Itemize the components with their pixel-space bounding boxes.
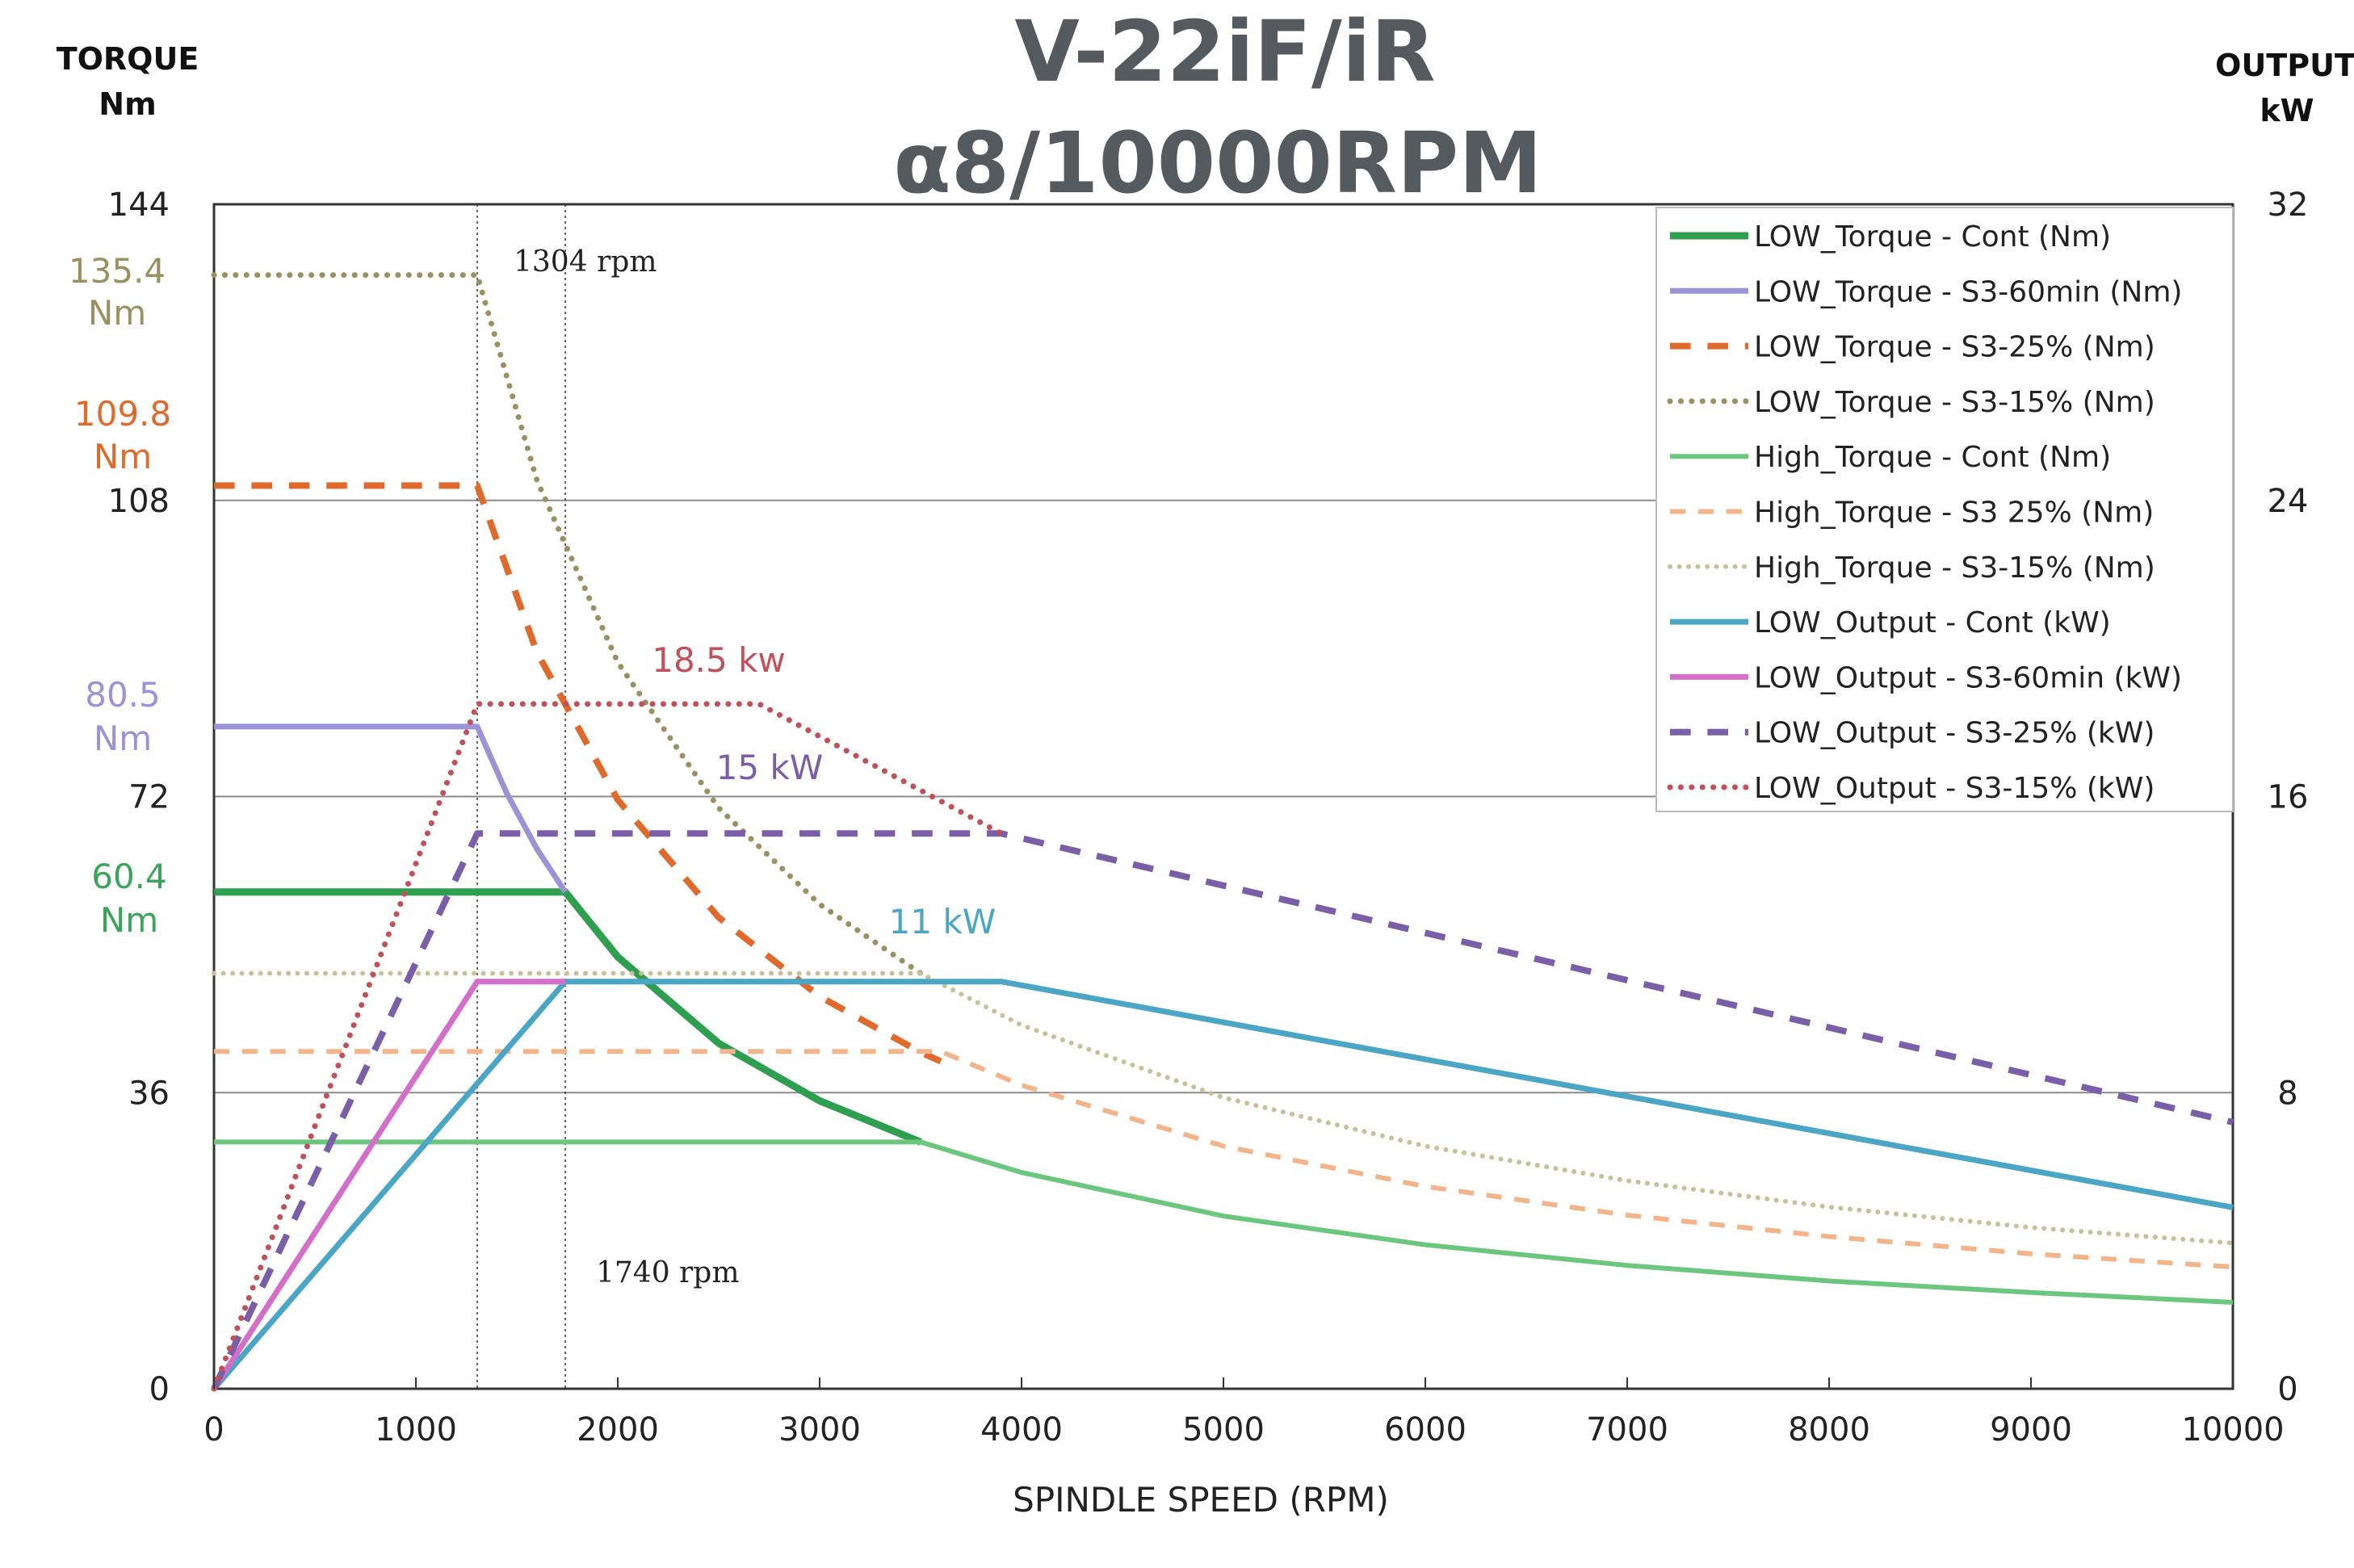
legend-label: LOW_Output - Cont (kW) [1754,606,2111,639]
annotation-60-4-unit: Nm [100,900,158,940]
legend-item-low-output-s3-15-kw: LOW_Output - S3-15% (kW) [1667,772,2155,805]
legend-item-high-torque-s3-25-nm: High_Torque - S3 25% (Nm) [1670,497,2154,530]
x-tick-10000: 10000 [2181,1411,2284,1449]
x-tick-6000: 6000 [1384,1411,1467,1449]
right-tick-16: 16 [2268,779,2309,816]
left-tick-36: 36 [128,1075,170,1112]
legend-item-low-output-cont-kw: LOW_Output - Cont (kW) [1670,606,2111,639]
x-tick-8000: 8000 [1788,1411,1870,1449]
annotation-60-4-value: 60.4 [91,857,167,896]
chart-title-line2: α8/10000RPM [893,114,1542,212]
legend-item-low-torque-cont-nm: LOW_Torque - Cont (Nm) [1670,220,2111,254]
series-low-torque-s3-60min-nm [214,723,568,894]
right-tick-32: 32 [2268,187,2309,224]
legend-item-high-torque-s3-15-nm: High_Torque - S3-15% (Nm) [1668,551,2155,585]
annotation-135-4-value: 135.4 [69,251,166,291]
annotation-135-4-unit: Nm [88,293,146,333]
left-axis-label-line1: TORQUE [57,41,199,77]
left-tick-108: 108 [108,483,170,520]
x-tick-2000: 2000 [577,1411,659,1449]
right-tick-24: 24 [2268,483,2309,520]
marker-label-1304-rpm: 1304 rpm [514,245,657,279]
right-axis-label-line1: OUTPUT [2215,48,2354,83]
legend-label: LOW_Torque - S3-15% (Nm) [1754,386,2155,419]
legend-label: LOW_Output - S3-25% (kW) [1754,717,2155,750]
x-tick-0: 0 [204,1411,224,1449]
series-high-torque-cont-nm [214,1139,2234,1305]
legend-box [1655,207,2234,812]
left-tick-144: 144 [108,187,170,224]
chart-title-line1: V-22iF/iR [1014,2,1435,101]
x-tick-1000: 1000 [375,1411,457,1449]
marker-label-1740-rpm: 1740 rpm [596,1256,739,1289]
right-axis-ticks: 0 8 16 24 32 [2268,187,2309,1408]
x-tick-7000: 7000 [1586,1411,1668,1449]
series-low-torque-cont-nm [214,888,922,1146]
annotation-109-8-value: 109.8 [74,394,171,434]
series-low-torque-s3-25-nm [214,482,942,1065]
series-lines [211,272,2235,1392]
legend-item-low-output-s3-60min-kw: LOW_Output - S3-60min (kW) [1670,661,2182,694]
legend-label: LOW_Output - S3-15% (kW) [1754,772,2155,805]
right-tick-8: 8 [2277,1075,2297,1112]
left-tick-72: 72 [128,779,170,816]
left-axis-ticks: 0 36 72 108 144 [108,187,170,1408]
annotation-18-5-kw: 18.5 kw [652,640,786,680]
chart-legend: LOW_Torque - Cont (Nm) LOW_Torque - S3-60… [1655,207,2234,812]
x-tick-9000: 9000 [1990,1411,2072,1449]
x-tick-4000: 4000 [980,1411,1063,1449]
annotation-80-5-value: 80.5 [85,675,161,715]
legend-item-high-torque-cont-nm: High_Torque - Cont (Nm) [1670,441,2111,474]
legend-label: High_Torque - S3-15% (Nm) [1754,551,2155,585]
legend-item-low-output-s3-25-kw: LOW_Output - S3-25% (kW) [1670,717,2155,750]
x-axis-label: SPINDLE SPEED (RPM) [1013,1480,1389,1520]
series-low-output-s3-25-kw [211,830,2234,1390]
legend-label: LOW_Torque - S3-60min (Nm) [1754,275,2182,308]
legend-item-low-torque-s3-60min-nm: LOW_Torque - S3-60min (Nm) [1670,275,2182,308]
right-tick-0: 0 [2277,1371,2297,1408]
annotation-80-5-unit: Nm [94,719,152,758]
series-low-output-s3-15-kw [211,701,1005,1392]
legend-item-low-torque-s3-15-nm: LOW_Torque - S3-15% (Nm) [1667,386,2155,419]
right-axis-label-line2: kW [2260,93,2314,128]
annotation-11-kw: 11 kW [889,902,997,941]
legend-label: LOW_Torque - S3-25% (Nm) [1754,331,2155,364]
series-low-torque-s3-15-nm [211,272,924,976]
legend-label: High_Torque - Cont (Nm) [1754,441,2111,474]
x-tick-5000: 5000 [1182,1411,1265,1449]
series-low-output-s3-60min-kw [212,979,565,1390]
legend-label: LOW_Output - S3-60min (kW) [1754,661,2182,694]
left-axis-label-line2: Nm [99,86,156,122]
annotation-15-kw: 15 kW [716,748,824,787]
legend-label: High_Torque - S3 25% (Nm) [1754,497,2154,530]
series-high-torque-s3-25-nm [214,1049,2234,1270]
x-tick-3000: 3000 [778,1411,861,1449]
series-high-torque-s3-15-nm [212,971,2235,1246]
legend-label: LOW_Torque - Cont (Nm) [1754,220,2111,254]
series-low-output-cont-kw [212,979,2234,1391]
annotation-109-8-unit: Nm [94,437,152,476]
legend-item-low-torque-s3-25-nm: LOW_Torque - S3-25% (Nm) [1670,331,2155,364]
left-tick-0: 0 [149,1371,170,1408]
x-axis-ticks: 0 1000 2000 3000 4000 5000 6000 7000 8000 9000 100… [204,1377,2285,1449]
